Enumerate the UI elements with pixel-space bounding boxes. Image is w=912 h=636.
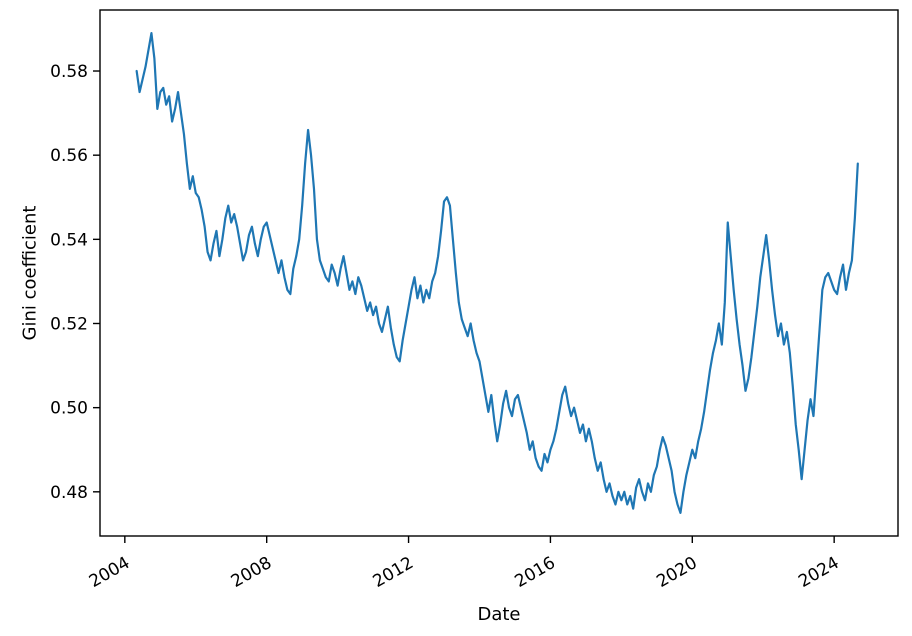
y-tick-label: 0.52 bbox=[50, 314, 88, 334]
x-tick-label: 2012 bbox=[370, 553, 417, 592]
x-tick-label: 2024 bbox=[795, 553, 842, 592]
x-tick-label: 2020 bbox=[653, 553, 700, 592]
y-tick-label: 0.48 bbox=[50, 483, 88, 503]
x-axis-title: Date bbox=[477, 604, 521, 625]
y-axis-title: Gini coefficient bbox=[19, 205, 41, 341]
y-tick-label: 0.56 bbox=[50, 146, 88, 166]
x-tick-label: 2016 bbox=[511, 553, 558, 592]
series-line bbox=[135, 32, 859, 514]
plot-frame bbox=[99, 9, 899, 537]
y-tick-label: 0.54 bbox=[50, 230, 88, 250]
x-tick-label: 2008 bbox=[228, 553, 275, 592]
y-tick-label: 0.50 bbox=[50, 399, 88, 419]
y-tick-label: 0.58 bbox=[50, 62, 88, 82]
x-tick-label: 2004 bbox=[86, 553, 133, 592]
